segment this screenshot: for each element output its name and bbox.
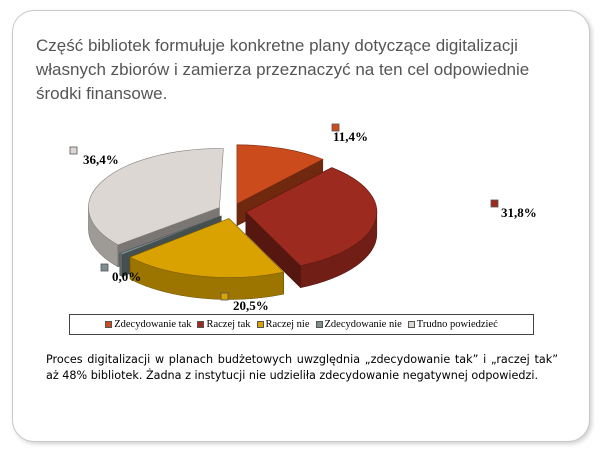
label-marker-zdecydowanie-nie	[100, 263, 109, 272]
data-label-trudno-powiedzieć: 36,4%	[83, 152, 119, 167]
legend-item-raczej-tak: Raczej tak	[197, 319, 251, 330]
legend-label-raczej-nie: Raczej nie	[265, 319, 310, 330]
legend-swatch-zdecydowanie-tak	[105, 321, 113, 328]
legend-item-trudno-powiedzieć: Trudno powiedzieć	[407, 319, 498, 330]
legend-label-zdecydowanie-nie: Zdecydowanie nie	[324, 319, 402, 330]
label-marker-raczej-nie	[220, 292, 229, 301]
legend-item-raczej-nie: Raczej nie	[256, 319, 310, 330]
legend-label-raczej-tak: Raczej tak	[206, 319, 251, 330]
legend-swatch-trudno-powiedzieć	[407, 321, 415, 328]
pie-slice-raczej-nie	[129, 217, 285, 300]
label-marker-trudno-powiedzieć	[69, 146, 78, 155]
legend-swatch-zdecydowanie-nie	[315, 321, 323, 328]
label-marker-raczej-tak	[490, 199, 499, 208]
legend-item-zdecydowanie-tak: Zdecydowanie tak	[105, 319, 191, 330]
legend-label-trudno-powiedzieć: Trudno powiedzieć	[416, 319, 498, 330]
legend-swatch-raczej-nie	[256, 321, 264, 328]
legend-label-zdecydowanie-tak: Zdecydowanie tak	[114, 319, 192, 330]
legend-swatch-raczej-tak	[197, 321, 205, 328]
data-label-raczej-nie: 20,5%	[233, 298, 269, 313]
chart-legend: Zdecydowanie tak Raczej tak Raczej nie Zdec…	[69, 314, 534, 335]
data-label-raczej-tak: 31,8%	[501, 205, 537, 220]
data-label-zdecydowanie-nie: 0,0%	[112, 269, 141, 284]
label-marker-zdecydowanie-tak	[331, 123, 340, 132]
legend-item-zdecydowanie-nie: Zdecydowanie nie	[315, 319, 402, 330]
slide-caption: Proces digitalizacji w planach budżetowy…	[46, 353, 558, 382]
pie-slice-raczej-tak	[245, 167, 378, 289]
data-label-zdecydowanie-tak: 11,4%	[333, 129, 368, 144]
slide-title: Część bibliotek formułuje konkretne plan…	[36, 36, 530, 103]
